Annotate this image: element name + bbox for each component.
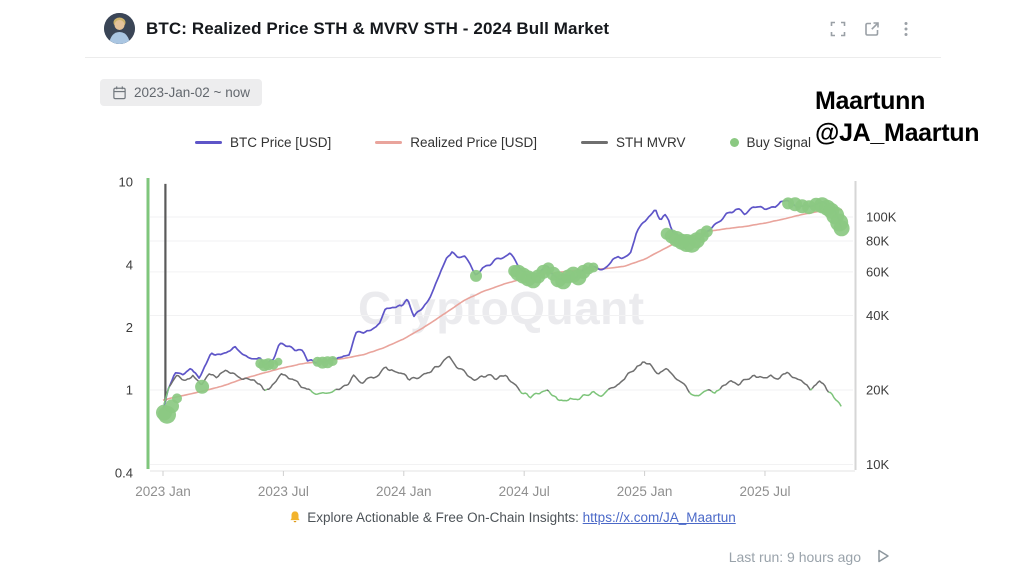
cryptoquant-watermark: CryptoQuant bbox=[358, 282, 645, 334]
svg-text:0.4: 0.4 bbox=[115, 465, 133, 480]
author-watermark: Maartunn @JA_Maartun bbox=[815, 86, 979, 149]
svg-text:2025 Jul: 2025 Jul bbox=[739, 484, 790, 499]
svg-text:2023 Jan: 2023 Jan bbox=[135, 484, 191, 499]
external-link-icon bbox=[864, 21, 879, 36]
date-range-label: 2023-Jan-02 ~ now bbox=[134, 85, 250, 100]
svg-text:40K: 40K bbox=[866, 308, 889, 323]
legend-label: Buy Signal bbox=[746, 135, 812, 150]
header-actions bbox=[827, 18, 916, 39]
sth-mvrv-line bbox=[163, 183, 842, 407]
axis-labels: 10 4 2 1 0.4 100K 80K 60K 40K 20K 10K 2023 Jan 2023 … bbox=[115, 175, 897, 500]
rerun-button[interactable] bbox=[873, 547, 893, 567]
play-icon bbox=[878, 549, 889, 563]
fullscreen-button[interactable] bbox=[827, 18, 848, 39]
chart-legend: BTC Price [USD] Realized Price [USD] STH… bbox=[150, 135, 856, 150]
svg-text:100K: 100K bbox=[866, 210, 897, 225]
realized-price-line bbox=[162, 208, 842, 401]
svg-text:10: 10 bbox=[119, 175, 133, 190]
insights-text: Explore Actionable & Free On-Chain Insig… bbox=[307, 510, 579, 525]
insights-footer: Explore Actionable & Free On-Chain Insig… bbox=[0, 510, 1024, 527]
bell-icon bbox=[288, 510, 302, 527]
header-divider bbox=[85, 57, 941, 58]
avatar-image bbox=[104, 13, 135, 44]
insights-link[interactable]: https://x.com/JA_Maartun bbox=[582, 510, 736, 525]
calendar-icon bbox=[113, 86, 126, 100]
buy-signal-swatch bbox=[729, 138, 739, 147]
legend-item-realized-price[interactable]: Realized Price [USD] bbox=[375, 135, 537, 150]
legend-label: BTC Price [USD] bbox=[229, 135, 332, 150]
svg-text:10K: 10K bbox=[866, 457, 889, 472]
svg-text:4: 4 bbox=[126, 257, 133, 272]
legend-item-sth-mvrv[interactable]: STH MVRV bbox=[581, 135, 686, 150]
legend-label: Realized Price [USD] bbox=[410, 135, 537, 150]
last-run-row: Last run: 9 hours ago bbox=[729, 547, 893, 567]
sth-mvrv-swatch bbox=[581, 141, 608, 144]
share-button[interactable] bbox=[861, 18, 882, 39]
svg-text:80K: 80K bbox=[866, 233, 889, 248]
svg-text:20K: 20K bbox=[866, 382, 889, 397]
axes bbox=[146, 178, 857, 476]
legend-item-btc-price[interactable]: BTC Price [USD] bbox=[194, 135, 332, 150]
author-name: Maartunn bbox=[815, 87, 926, 115]
svg-text:1: 1 bbox=[126, 383, 133, 398]
svg-text:2023 Jul: 2023 Jul bbox=[258, 484, 309, 499]
author-avatar[interactable] bbox=[104, 13, 135, 44]
gridlines bbox=[150, 216, 853, 465]
more-options-button[interactable] bbox=[895, 18, 916, 39]
svg-text:2024 Jul: 2024 Jul bbox=[499, 484, 550, 499]
author-handle: @JA_Maartun bbox=[815, 118, 980, 147]
svg-text:2025 Jan: 2025 Jan bbox=[617, 484, 673, 499]
legend-label: STH MVRV bbox=[616, 135, 686, 150]
btc-price-swatch bbox=[194, 141, 222, 144]
last-run-label: Last run: 9 hours ago bbox=[728, 549, 861, 565]
page-title: BTC: Realized Price STH & MVRV STH - 202… bbox=[146, 19, 610, 38]
fullscreen-icon bbox=[830, 21, 845, 36]
legend-item-buy-signal[interactable]: Buy Signal bbox=[729, 135, 812, 150]
btc-price-line bbox=[162, 199, 843, 411]
buy-signal-dots bbox=[156, 197, 850, 424]
svg-text:2024 Jan: 2024 Jan bbox=[376, 484, 432, 499]
date-range-picker[interactable]: 2023-Jan-02 ~ now bbox=[100, 79, 262, 106]
kebab-menu-icon bbox=[904, 21, 907, 36]
realized-price-swatch bbox=[375, 141, 403, 144]
svg-text:2: 2 bbox=[126, 320, 133, 335]
svg-text:60K: 60K bbox=[866, 264, 889, 279]
